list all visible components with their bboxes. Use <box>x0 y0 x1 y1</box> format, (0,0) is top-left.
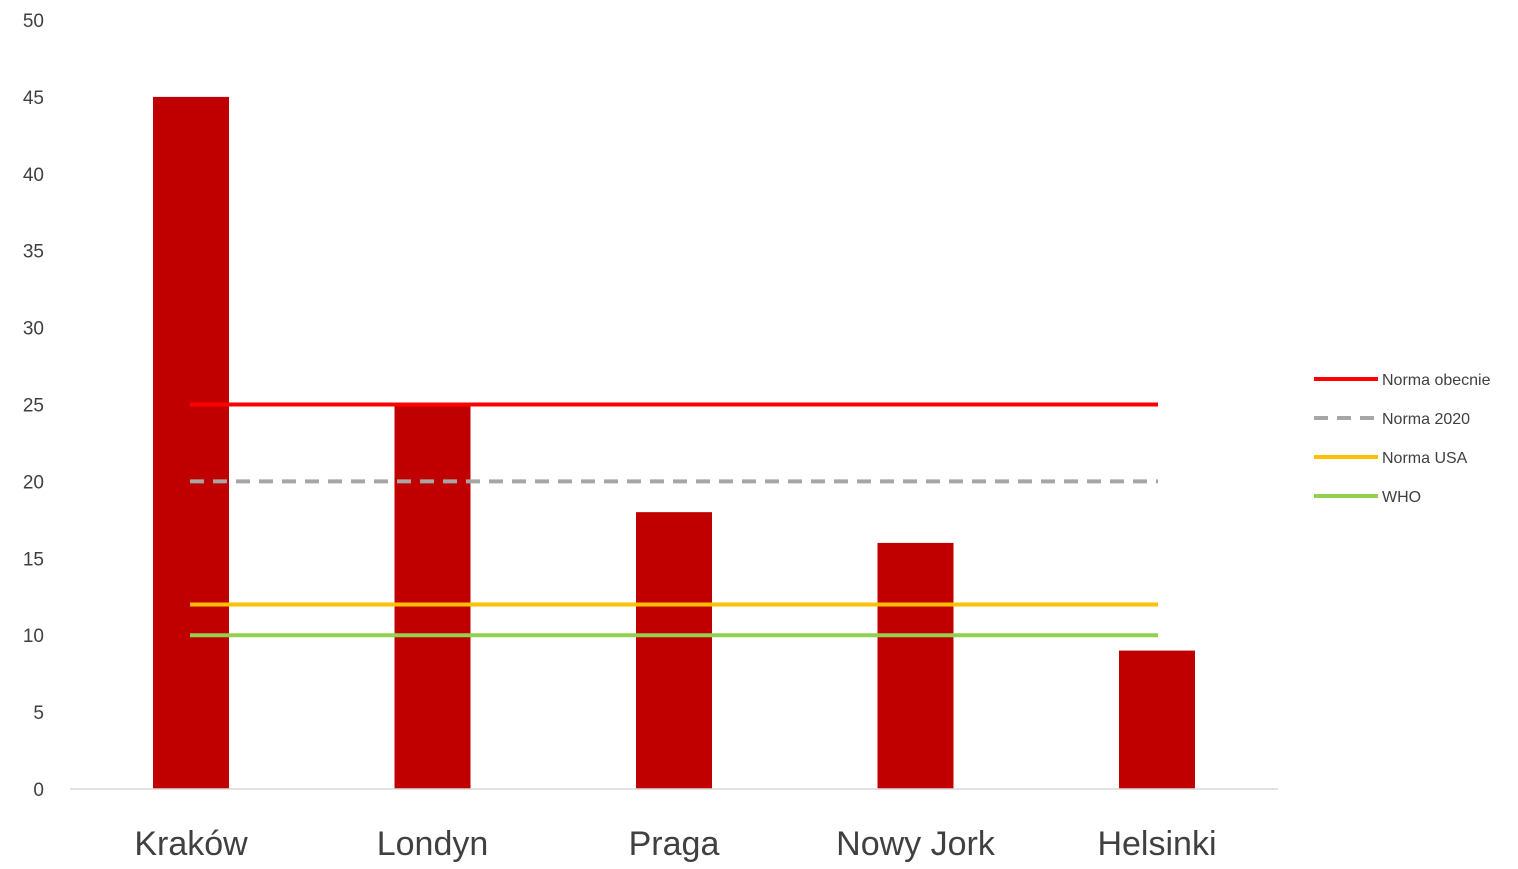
y-tick-label: 30 <box>23 319 44 340</box>
legend: Norma obecnie Norma 2020 Norma USA WHO <box>1314 372 1491 506</box>
y-tick-label: 40 <box>23 165 44 186</box>
bar <box>877 542 954 789</box>
y-tick-label: 15 <box>23 549 44 570</box>
y-axis: 0 5 10 15 20 25 30 35 40 45 50 <box>23 11 44 801</box>
bar <box>636 512 712 789</box>
y-tick-label: 0 <box>33 780 44 801</box>
x-axis: Kraków Londyn Praga Nowy Jork Helsinki <box>134 825 1216 863</box>
reference-lines <box>190 402 1158 638</box>
y-tick-label: 45 <box>23 88 44 109</box>
y-tick-label: 50 <box>23 11 44 32</box>
legend-label: Norma USA <box>1382 450 1468 467</box>
y-tick-label: 10 <box>23 626 44 647</box>
y-tick-label: 35 <box>23 242 44 263</box>
bar <box>394 404 471 789</box>
legend-label: Norma 2020 <box>1382 411 1470 428</box>
y-tick-label: 25 <box>23 396 44 417</box>
x-tick-label: Praga <box>629 825 720 863</box>
x-tick-label: Helsinki <box>1097 825 1216 863</box>
bars <box>153 96 1195 789</box>
legend-label: Norma obecnie <box>1382 372 1491 389</box>
y-tick-label: 20 <box>23 472 44 493</box>
bar <box>153 96 229 789</box>
x-tick-label: Kraków <box>134 825 248 863</box>
x-tick-label: Londyn <box>377 825 489 863</box>
x-tick-label: Nowy Jork <box>836 825 996 863</box>
bar <box>1119 650 1195 789</box>
y-tick-label: 5 <box>33 703 44 724</box>
legend-label: WHO <box>1382 489 1421 506</box>
